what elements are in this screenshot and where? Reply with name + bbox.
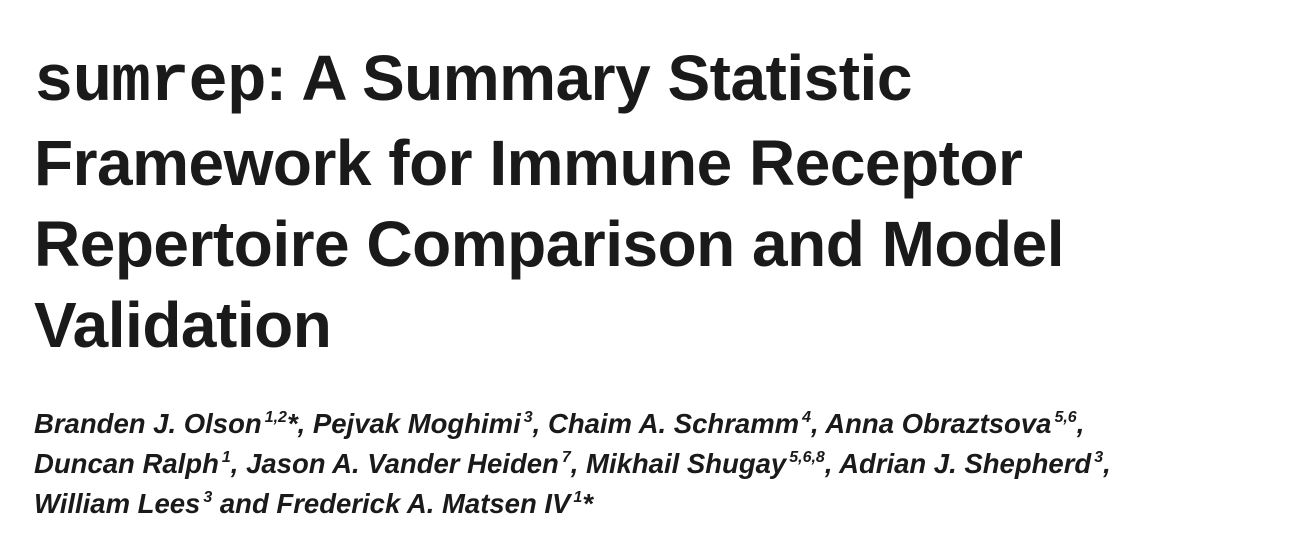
author-separator: , xyxy=(297,408,313,439)
author-name: Anna Obraztsova xyxy=(825,408,1052,439)
author-name: Frederick A. Matsen IV xyxy=(276,488,571,519)
author-name: Jason A. Vander Heiden xyxy=(246,448,559,479)
package-name: sumrep xyxy=(34,45,267,120)
corresponding-mark: * xyxy=(582,488,593,519)
author-line-2: Duncan Ralph 1, Jason A. Vander Heiden 7, … xyxy=(34,444,1284,484)
paper-title: sumrep: A Summary Statistic Framework fo… xyxy=(34,38,1284,366)
author-affiliation: 3 xyxy=(203,489,213,506)
author-list: Branden J. Olson 1,2*, Pejvak Moghimi 3, C… xyxy=(34,404,1284,524)
author-name: Branden J. Olson xyxy=(34,408,262,439)
author-affiliation: 3 xyxy=(1094,449,1104,466)
corresponding-mark: * xyxy=(286,408,298,439)
title-line-1-rest: : A Summary Statistic xyxy=(265,42,913,114)
author-line-3: William Lees 3 and Frederick A. Matsen IV… xyxy=(34,484,1284,524)
author-affiliation: 1 xyxy=(573,489,583,506)
author-separator: , xyxy=(230,448,247,479)
author-line-1: Branden J. Olson 1,2*, Pejvak Moghimi 3, C… xyxy=(34,404,1284,444)
author-affiliation: 1 xyxy=(221,449,231,466)
title-line-4: Validation xyxy=(34,289,332,361)
author-separator: , xyxy=(1103,448,1111,479)
author-separator: , xyxy=(1076,408,1085,439)
author-separator: and xyxy=(212,488,277,519)
author-affiliation: 5,6,8 xyxy=(789,449,825,466)
paper-header: sumrep: A Summary Statistic Framework fo… xyxy=(34,38,1284,366)
title-line-2: Framework for Immune Receptor xyxy=(34,127,1023,199)
author-name: Duncan Ralph xyxy=(34,448,219,479)
author-affiliation: 1,2 xyxy=(264,409,287,426)
author-name: Pejvak Moghimi xyxy=(312,408,521,439)
author-affiliation: 3 xyxy=(523,409,533,426)
author-name: William Lees xyxy=(34,488,201,519)
title-line-3: Repertoire Comparison and Model xyxy=(34,208,1064,280)
author-separator: , xyxy=(824,448,840,479)
author-affiliation: 7 xyxy=(561,449,571,466)
author-affiliation: 4 xyxy=(802,409,811,426)
author-affiliation: 5,6 xyxy=(1054,409,1077,426)
author-name: Chaim A. Schramm xyxy=(547,408,800,439)
author-name: Mikhail Shugay xyxy=(586,448,787,479)
author-separator: , xyxy=(811,408,826,439)
author-name: Adrian J. Shepherd xyxy=(839,448,1092,479)
author-separator: , xyxy=(532,408,548,439)
title-line-1: sumrep: A Summary Statistic xyxy=(34,42,913,120)
author-separator: , xyxy=(570,448,587,479)
